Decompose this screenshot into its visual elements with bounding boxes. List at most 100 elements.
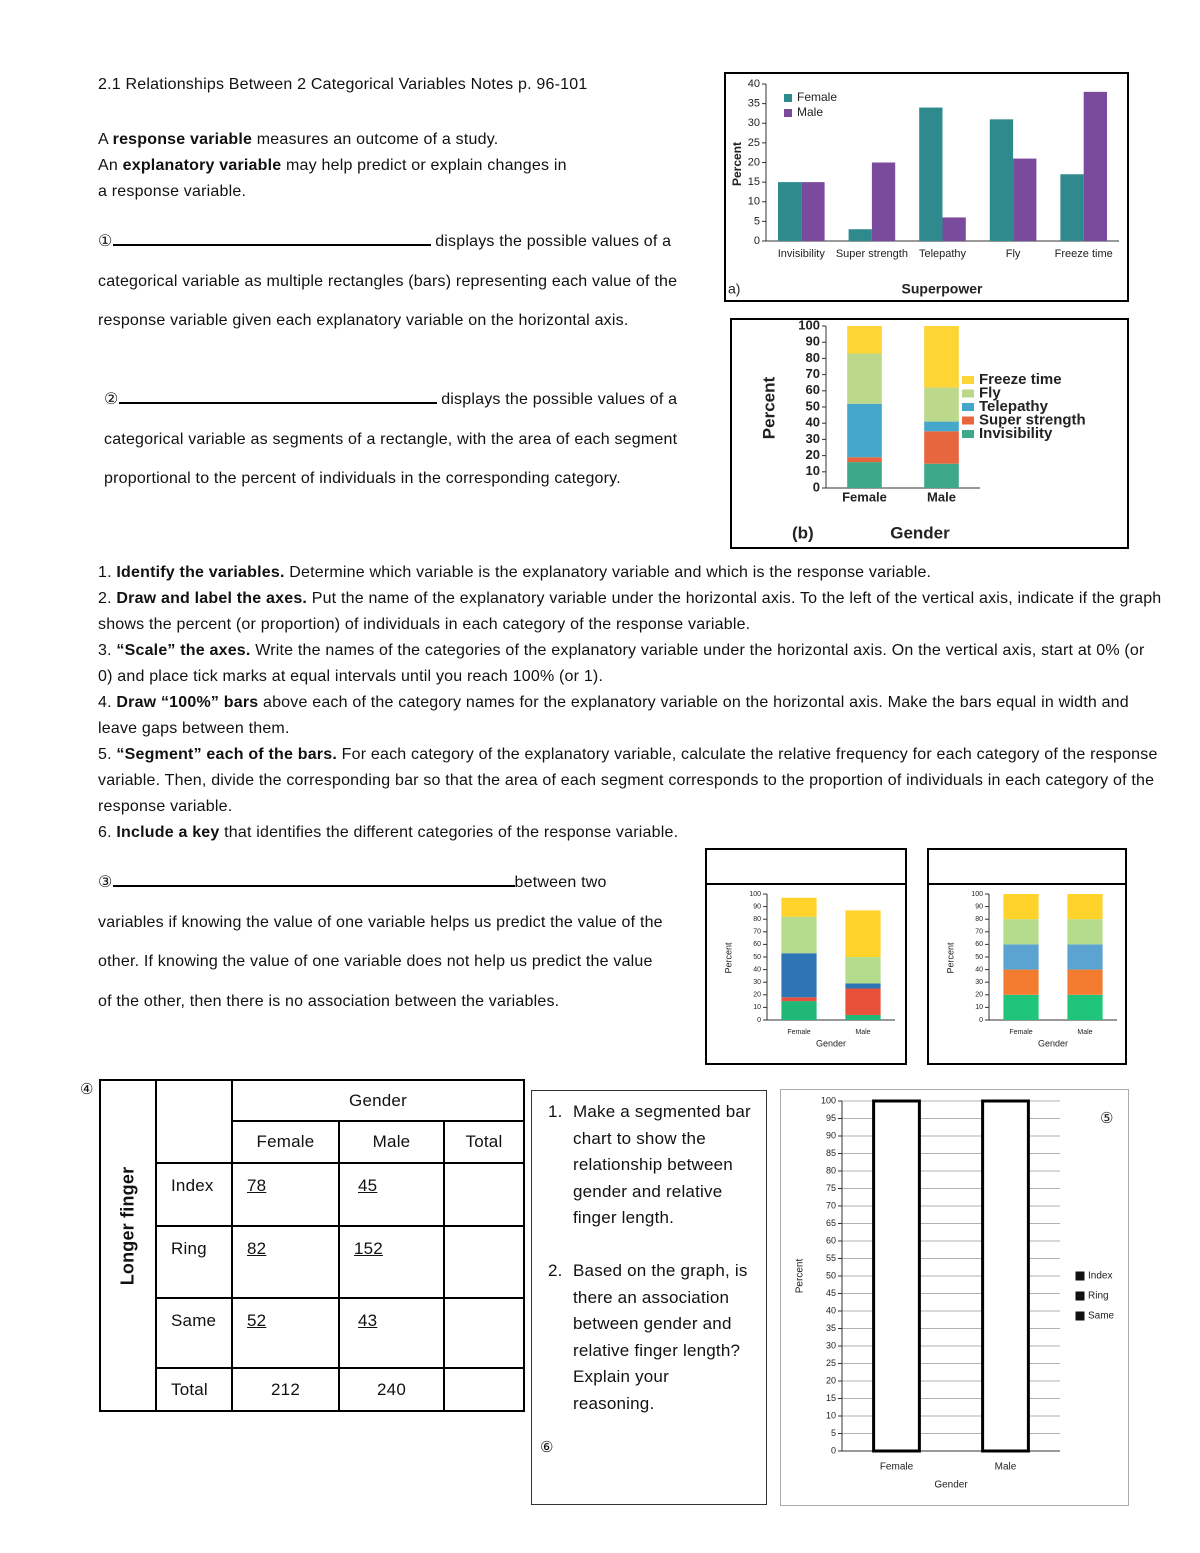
bar-segment [1003, 894, 1039, 920]
step-text: above each of the category names for the… [98, 694, 1129, 737]
row-label: Same [155, 1297, 233, 1369]
chart-frame [724, 72, 1129, 302]
step-text: Write the names of the categories of the… [98, 642, 1145, 685]
row-label: Ring [155, 1225, 233, 1299]
step-lead: Include a key [116, 824, 220, 841]
column-header: Total [443, 1120, 525, 1164]
text: displays the possible values of a catego… [104, 391, 678, 487]
x-tick-label: Fly [1006, 248, 1021, 260]
legend-label: Female [797, 90, 837, 104]
bar [1013, 158, 1037, 241]
y-tick-label: 25 [826, 1358, 836, 1368]
step-number: 4. [98, 694, 112, 711]
text: An [98, 157, 123, 174]
step-lead: Identify the variables. [116, 564, 285, 581]
y-tick-label: 55 [826, 1253, 836, 1263]
y-tick-label: 35 [748, 98, 760, 110]
row-header: Longer finger [117, 1166, 138, 1286]
bar-segment [847, 462, 882, 488]
step-number: 2. [98, 590, 112, 607]
question-text: Based on the graph, is there an associat… [573, 1261, 748, 1413]
bar-segment [781, 1001, 817, 1020]
legend-swatch [1075, 1311, 1085, 1321]
y-tick-label: 0 [813, 479, 820, 494]
y-tick-label: 30 [975, 979, 983, 986]
y-tick-label: 30 [753, 979, 761, 986]
y-axis-label: Percent [945, 942, 955, 974]
bar-segment [781, 953, 817, 998]
bar-segment [847, 403, 882, 458]
step-text: For each category of the explanatory var… [98, 746, 1158, 815]
panel-label: a) [728, 281, 740, 297]
term: response variable [112, 131, 253, 148]
bar-segment [924, 326, 959, 388]
y-tick-label: 10 [975, 1004, 983, 1011]
legend-swatch [962, 416, 974, 425]
y-axis-label: Percent [795, 1259, 806, 1294]
y-tick-label: 25 [748, 137, 760, 149]
chart: 0 10 20 30 40 50 60 70 80 90 100 Female Male Percent G… [927, 848, 1127, 1065]
bar-segment [924, 387, 959, 422]
text: may help predict or explain changes in a… [98, 157, 567, 200]
x-tick-label: Female [880, 1462, 914, 1473]
y-axis-label: Percent [759, 376, 778, 439]
bar [989, 119, 1014, 241]
row-header-cell: Longer finger [99, 1079, 157, 1412]
text: A [98, 131, 113, 148]
legend-label: Male [797, 105, 823, 119]
bar-segment [1067, 919, 1103, 945]
y-tick-label: 65 [826, 1218, 836, 1228]
table-cell [443, 1225, 525, 1299]
step-number: 5. [98, 746, 112, 763]
cell: 240 [338, 1367, 445, 1412]
x-axis-label: Gender [890, 523, 950, 542]
step-lead: “Segment” each of the bars. [116, 746, 337, 763]
y-tick-label: 45 [826, 1288, 836, 1298]
bar-segment [1067, 894, 1103, 920]
legend-swatch [784, 109, 792, 117]
bar-segment [924, 431, 959, 464]
y-tick-label: 40 [826, 1305, 836, 1315]
definition: An explanatory variable may help predict… [98, 153, 568, 205]
blank-line [112, 869, 515, 887]
y-tick-label: 50 [753, 954, 761, 961]
y-tick-label: 0 [979, 1017, 983, 1024]
bar-segment [1003, 994, 1039, 1020]
bar-segment [845, 983, 881, 989]
legend-swatch [1075, 1291, 1085, 1301]
x-tick-label: Male [855, 1029, 870, 1036]
y-tick-label: 50 [826, 1270, 836, 1280]
bar-segment [1067, 944, 1103, 970]
bar [848, 229, 872, 241]
step-number: 3. [98, 642, 112, 659]
y-tick-label: 90 [975, 903, 983, 910]
marker: ① [98, 233, 113, 250]
x-axis-label: Superpower [902, 281, 983, 297]
x-tick-label: Invisibility [778, 248, 826, 260]
y-tick-label: 60 [826, 1235, 836, 1245]
step-text: that identifies the different categories… [219, 824, 679, 841]
bar [981, 1099, 1030, 1453]
step-lead: “Scale” the axes. [116, 642, 251, 659]
x-axis-label: Gender [1038, 1038, 1068, 1048]
bar-segment [924, 463, 959, 488]
legend-label: Index [1088, 1271, 1112, 1282]
questions: 1. Make a segmented bar chart to show the… [531, 1090, 767, 1505]
y-tick-label: 0 [754, 235, 760, 247]
y-tick-label: 90 [753, 903, 761, 910]
term: explanatory variable [122, 157, 282, 174]
cell: 82 [231, 1225, 340, 1299]
cell: 45 [338, 1162, 445, 1227]
x-tick-label: Male [927, 489, 956, 504]
y-tick-label: 95 [826, 1113, 836, 1123]
bar-segment [1003, 944, 1039, 970]
question: 1. Make a segmented bar chart to show the… [548, 1099, 753, 1232]
fill-in: ① displays the possible values of a cate… [98, 222, 710, 341]
bar-segment [847, 326, 882, 354]
chart-frame [705, 848, 907, 1065]
bar-segment [847, 457, 882, 463]
bar-segment [1003, 969, 1039, 995]
row-label: Index [155, 1162, 233, 1227]
x-tick-label: Female [1009, 1029, 1032, 1036]
